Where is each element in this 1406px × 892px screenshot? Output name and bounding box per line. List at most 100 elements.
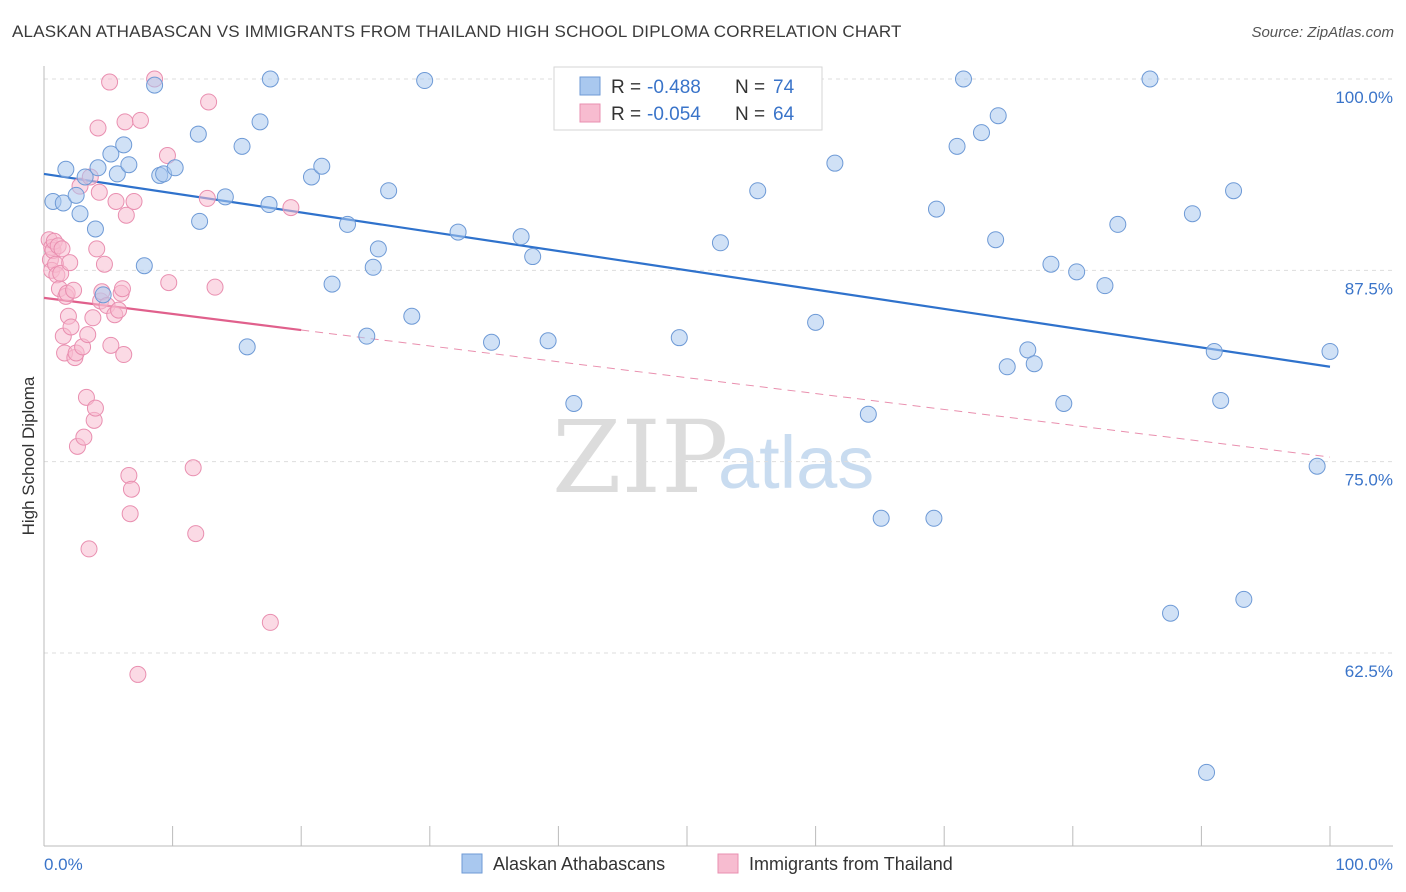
point-series1-42 — [670, 329, 688, 347]
point-series2-34 — [89, 119, 107, 137]
point-series2-17 — [61, 254, 79, 272]
point-series1-71 — [1235, 590, 1253, 608]
point-series2-52 — [122, 480, 140, 498]
point-series2-11 — [53, 240, 71, 258]
point-series2-28 — [80, 540, 98, 558]
chart-title: ALASKAN ATHABASCAN VS IMMIGRANTS FROM TH… — [12, 22, 902, 41]
point-series1-73 — [1321, 342, 1339, 360]
point-series1-53 — [972, 124, 990, 142]
point-series1-39 — [524, 248, 542, 266]
y-tick-label-0: 100.0% — [1335, 88, 1393, 107]
point-series1-13 — [135, 257, 153, 275]
point-series1-33 — [380, 182, 398, 200]
point-series1-48 — [872, 509, 890, 527]
watermark-atlas: atlas — [718, 421, 874, 504]
stats-legend: R = -0.488 N = 74 R = -0.054 N = 64 — [553, 66, 823, 131]
point-series1-59 — [1042, 255, 1060, 273]
point-series1-55 — [989, 107, 1007, 125]
legend-n-label-2: N = — [735, 104, 765, 125]
point-series2-50 — [120, 466, 138, 484]
point-series1-62 — [1096, 277, 1114, 295]
point-series1-19 — [191, 212, 209, 230]
point-series2-25 — [75, 428, 93, 446]
trend-line-series2 — [43, 296, 302, 332]
point-series2-41 — [102, 336, 120, 354]
trend-lines — [43, 172, 1331, 458]
point-series1-44 — [749, 182, 767, 200]
point-series2-43 — [107, 192, 125, 210]
trend-line-series2-extended — [301, 329, 1331, 458]
gridlines — [44, 78, 1393, 654]
bottom-legend-label-series2: Immigrants from Thailand — [749, 854, 953, 874]
point-series2-63 — [206, 278, 224, 296]
point-series2-48 — [116, 113, 134, 131]
point-series2-27 — [79, 326, 97, 344]
point-series1-56 — [998, 358, 1016, 376]
point-series1-67 — [1198, 763, 1216, 781]
point-series1-2 — [57, 160, 75, 178]
series-legend: Alaskan Athabascans Immigrants from Thai… — [461, 853, 953, 874]
point-series1-65 — [1162, 604, 1180, 622]
point-series1-1 — [54, 194, 72, 212]
point-series2-53 — [125, 192, 143, 210]
x-tick-label-min: 0.0% — [44, 855, 83, 874]
point-series1-50 — [927, 200, 945, 218]
point-series1-21 — [233, 137, 251, 155]
point-series2-54 — [129, 665, 147, 683]
point-series1-45 — [807, 313, 825, 331]
point-series1-69 — [1212, 391, 1230, 409]
point-series1-8 — [94, 286, 112, 304]
point-series1-11 — [115, 136, 133, 154]
point-series1-41 — [565, 395, 583, 413]
axes — [43, 66, 1393, 847]
source-credit: Source: ZipAtlas.com — [1251, 24, 1394, 41]
point-series2-58 — [160, 274, 178, 292]
point-series1-30 — [358, 327, 376, 345]
point-series1-36 — [449, 223, 467, 241]
point-series1-66 — [1183, 205, 1201, 223]
point-series1-27 — [313, 157, 331, 175]
point-series1-60 — [1055, 395, 1073, 413]
point-series1-9 — [102, 145, 120, 163]
y-tick-labels: 100.0% 87.5% 75.0% 62.5% — [1335, 88, 1393, 681]
point-series2-35 — [90, 183, 108, 201]
point-series1-32 — [369, 240, 387, 258]
point-series1-40 — [539, 332, 557, 350]
point-series2-19 — [65, 281, 83, 299]
y-axis-title: High School Diploma — [19, 376, 38, 535]
point-series2-44 — [110, 301, 128, 319]
x-tick-label-max: 100.0% — [1335, 855, 1393, 874]
legend-r-label-2: R = — [611, 104, 641, 125]
point-series1-58 — [1025, 355, 1043, 373]
point-series2-38 — [95, 255, 113, 273]
point-series1-26 — [302, 168, 320, 186]
y-tick-label-1: 87.5% — [1345, 279, 1393, 298]
point-series2-49 — [117, 206, 135, 224]
point-series2-55 — [131, 111, 149, 129]
legend-n-label-1: N = — [735, 77, 765, 98]
point-series1-63 — [1109, 215, 1127, 233]
bottom-legend-label-series1: Alaskan Athabascans — [493, 854, 665, 874]
legend-r-value-2: -0.054 — [647, 104, 701, 125]
point-series1-5 — [76, 168, 94, 186]
point-series1-4 — [71, 205, 89, 223]
point-series2-65 — [282, 199, 300, 217]
point-series1-72 — [1308, 457, 1326, 475]
point-series1-52 — [954, 70, 972, 88]
point-series1-34 — [403, 307, 421, 325]
legend-n-value-2: 64 — [773, 104, 795, 125]
point-series1-38 — [512, 228, 530, 246]
point-series1-23 — [251, 113, 269, 131]
point-series2-33 — [88, 240, 106, 258]
legend-swatch-series1 — [579, 76, 601, 96]
point-series1-70 — [1225, 182, 1243, 200]
watermark-zip: ZIP — [552, 399, 728, 516]
point-series1-35 — [416, 72, 434, 90]
point-series1-6 — [86, 220, 104, 238]
point-series2-18 — [62, 318, 80, 336]
point-series1-7 — [89, 159, 107, 177]
legend-n-value-1: 74 — [773, 77, 795, 98]
y-tick-label-3: 62.5% — [1345, 662, 1393, 681]
point-series1-47 — [859, 405, 877, 423]
